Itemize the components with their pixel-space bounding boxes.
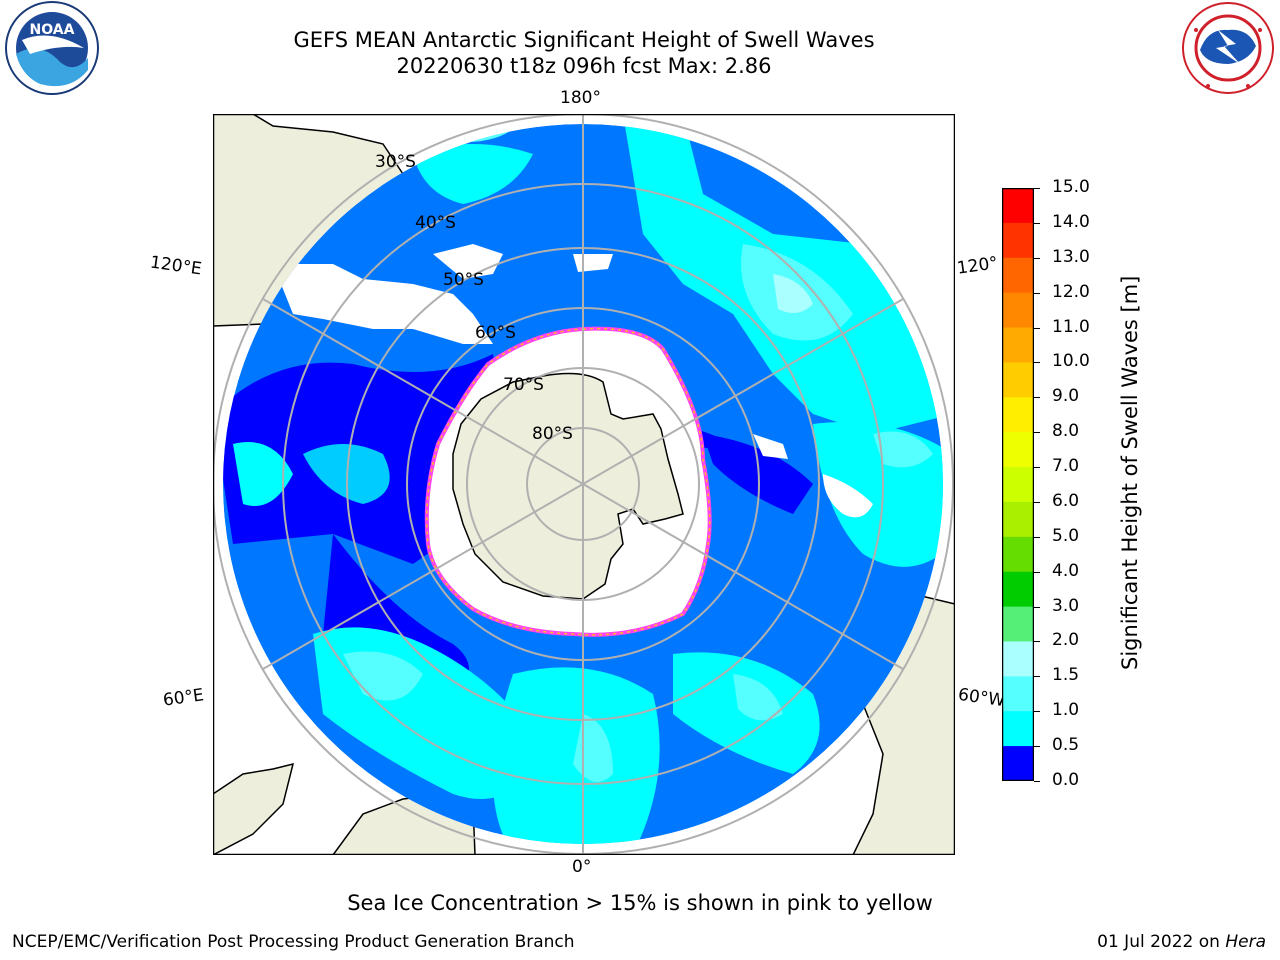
colorbar-tick-mark	[1034, 536, 1040, 538]
machine-name: Hera	[1225, 932, 1266, 952]
colorbar-tick-label: 10.0	[1052, 351, 1090, 372]
noaa-logo-text: NOAA	[30, 22, 75, 38]
colorbar-tick-label: 0.5	[1052, 735, 1080, 756]
colorbar-segment	[1002, 606, 1034, 642]
lon-label-180: 180°	[560, 88, 601, 108]
lat-label-30s: 30°S	[375, 152, 416, 172]
colorbar-tick-label: 6.0	[1052, 490, 1080, 511]
nws-logo	[1182, 2, 1274, 94]
colorbar-tick-mark	[1034, 222, 1040, 224]
run-date: 01 Jul 2022 on Hera	[1097, 932, 1266, 952]
colorbar-tick-label: 0.0	[1052, 770, 1080, 790]
colorbar-tick-mark	[1034, 467, 1040, 469]
colorbar-tick-label: 1.0	[1052, 700, 1080, 721]
colorbar-segment	[1002, 571, 1034, 608]
lat-label-80s: 80°S	[532, 424, 573, 444]
colorbar-tick-mark	[1034, 746, 1040, 748]
colorbar-tick-mark	[1034, 257, 1040, 259]
colorbar-segment	[1002, 467, 1034, 503]
lon-label-0: 0°	[572, 857, 592, 877]
colorbar-tick-mark	[1034, 781, 1040, 782]
colorbar-tick-mark	[1034, 292, 1040, 294]
colorbar	[1002, 188, 1034, 781]
credit-line: NCEP/EMC/Verification Post Processing Pr…	[12, 932, 575, 952]
colorbar-label: Significant Height of Swell Waves [m]	[1118, 275, 1142, 670]
colorbar-tick-mark	[1034, 397, 1040, 399]
colorbar-tick-mark	[1034, 711, 1040, 713]
colorbar-tick-mark	[1034, 362, 1040, 364]
colorbar-segment	[1002, 536, 1034, 573]
colorbar-tick-label: 12.0	[1052, 281, 1090, 302]
lon-label-60w: 60°W	[956, 684, 1007, 712]
lon-label-120w: 120°	[955, 253, 1000, 279]
colorbar-tick-label: 11.0	[1052, 316, 1090, 337]
colorbar-tick-label: 8.0	[1052, 421, 1080, 442]
sea-ice-note: Sea Ice Concentration > 15% is shown in …	[347, 891, 933, 915]
colorbar-segment	[1002, 746, 1034, 781]
noaa-logo: NOAA	[5, 1, 99, 95]
colorbar-tick-mark	[1034, 327, 1040, 329]
colorbar-tick-label: 14.0	[1052, 211, 1090, 232]
colorbar-segment	[1002, 222, 1034, 259]
colorbar-tick-mark	[1034, 188, 1040, 189]
lat-label-50s: 50°S	[443, 270, 484, 290]
lat-label-40s: 40°S	[415, 213, 456, 233]
colorbar-tick-label: 15.0	[1052, 177, 1090, 197]
colorbar-segment	[1002, 676, 1034, 712]
colorbar-tick-mark	[1034, 606, 1040, 608]
colorbar-segment	[1002, 397, 1034, 433]
colorbar-tick-label: 4.0	[1052, 560, 1080, 581]
lat-label-70s: 70°S	[503, 375, 544, 395]
lon-label-120e: 120°E	[148, 252, 203, 280]
colorbar-tick-label: 2.0	[1052, 630, 1080, 651]
colorbar-segment	[1002, 711, 1034, 747]
colorbar-tick-label: 13.0	[1052, 246, 1090, 267]
lat-label-60s: 60°S	[475, 323, 516, 343]
polar-map	[213, 114, 955, 855]
colorbar-segment	[1002, 257, 1034, 294]
colorbar-tick-label: 5.0	[1052, 525, 1080, 546]
run-date-text: 01 Jul 2022 on	[1097, 932, 1220, 952]
colorbar-tick-label: 7.0	[1052, 456, 1080, 477]
colorbar-segment	[1002, 641, 1034, 677]
colorbar-tick-label: 1.5	[1052, 665, 1080, 686]
colorbar-tick-mark	[1034, 571, 1040, 573]
colorbar-tick-label: 3.0	[1052, 595, 1080, 616]
colorbar-tick-label: 9.0	[1052, 386, 1080, 407]
colorbar-tick-mark	[1034, 641, 1040, 643]
colorbar-tick-mark	[1034, 501, 1040, 503]
colorbar-tick-mark	[1034, 432, 1040, 434]
colorbar-segment	[1002, 327, 1034, 363]
colorbar-tick-mark	[1034, 676, 1040, 678]
colorbar-segment	[1002, 188, 1034, 224]
lon-label-60e: 60°E	[161, 685, 206, 711]
colorbar-label-wrap: Significant Height of Swell Waves [m]	[1105, 276, 1155, 670]
chart-subtitle: 20220630 t18z 096h fcst Max: 2.86	[396, 54, 772, 78]
chart-title: GEFS MEAN Antarctic Significant Height o…	[293, 28, 875, 52]
colorbar-segment	[1002, 501, 1034, 538]
colorbar-segment	[1002, 362, 1034, 398]
colorbar-segment	[1002, 432, 1034, 468]
colorbar-segment	[1002, 292, 1034, 329]
